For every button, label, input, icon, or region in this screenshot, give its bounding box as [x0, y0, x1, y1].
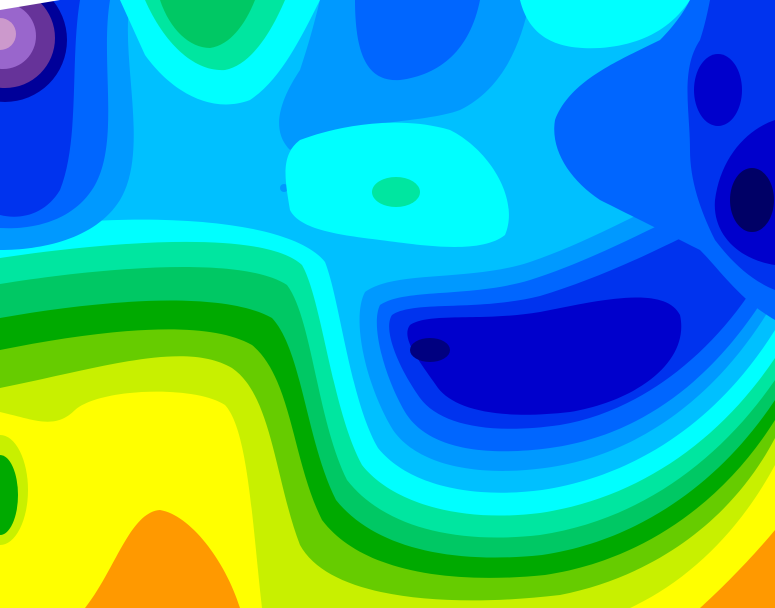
top-right-cyan: [520, 0, 690, 49]
green-blob-left-inner: [0, 455, 18, 535]
center-aquamarine-blob: [372, 177, 420, 207]
right-navy-blob-1: [694, 54, 742, 126]
corner-white-sliver: [0, 0, 60, 10]
right-navy-core: [730, 168, 774, 232]
top-center-blue-2: [355, 0, 480, 81]
top-green: [160, 0, 255, 48]
basin-dark-blue: [407, 297, 682, 415]
small-blue-dot: [280, 184, 288, 192]
basin-navy-core: [410, 338, 450, 362]
corner-pink: [0, 18, 16, 50]
corner-lavender: [0, 3, 36, 69]
